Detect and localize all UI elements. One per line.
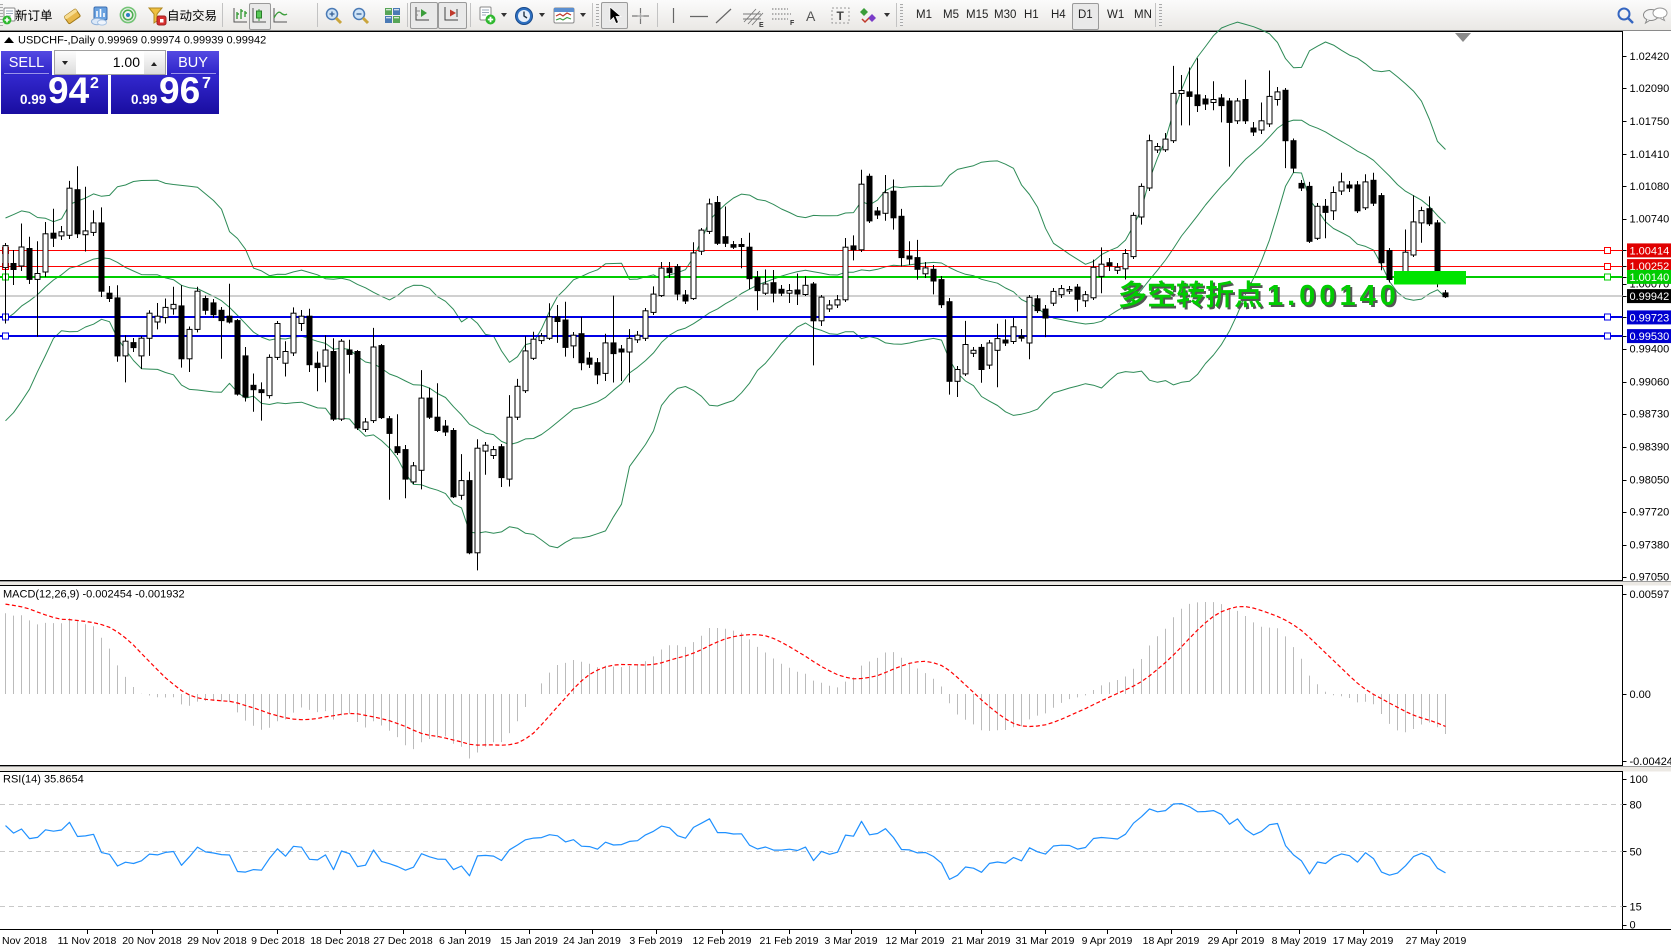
- svg-text:0.99060: 0.99060: [1630, 377, 1670, 389]
- svg-text:F: F: [790, 20, 795, 27]
- svg-text:21 Feb 2019: 21 Feb 2019: [760, 935, 819, 947]
- svg-text:0.97720: 0.97720: [1630, 507, 1670, 519]
- svg-text:12 Feb 2019: 12 Feb 2019: [693, 935, 752, 947]
- svg-text:15 Jan 2019: 15 Jan 2019: [500, 935, 558, 947]
- svg-text:29 Apr 2019: 29 Apr 2019: [1208, 935, 1265, 947]
- svg-text:1.00414: 1.00414: [1630, 245, 1670, 257]
- svg-text:E: E: [759, 22, 764, 28]
- svg-text:0.97050: 0.97050: [1630, 572, 1670, 584]
- svg-text:1.00140: 1.00140: [1630, 272, 1670, 284]
- svg-text:1.01080: 1.01080: [1630, 181, 1670, 193]
- svg-text:18 Dec 2018: 18 Dec 2018: [310, 935, 370, 947]
- svg-text:MACD(12,26,9) -0.002454 -0.001: MACD(12,26,9) -0.002454 -0.001932: [3, 589, 185, 601]
- svg-text:0.99942: 0.99942: [1630, 291, 1670, 303]
- svg-text:1.01750: 1.01750: [1630, 116, 1670, 128]
- svg-text:0: 0: [1630, 920, 1636, 932]
- svg-text:6 Jan 2019: 6 Jan 2019: [439, 935, 491, 947]
- svg-text:1.00140: 1.00140: [1269, 282, 1402, 314]
- svg-text:1.02420: 1.02420: [1630, 51, 1670, 63]
- svg-text:8 May 2019: 8 May 2019: [1272, 935, 1327, 947]
- svg-text:RSI(14) 35.8654: RSI(14) 35.8654: [3, 774, 84, 786]
- svg-text:0.97380: 0.97380: [1630, 540, 1670, 552]
- svg-text:17 May 2019: 17 May 2019: [1333, 935, 1394, 947]
- svg-text:9 Apr 2019: 9 Apr 2019: [1082, 935, 1133, 947]
- svg-text:0.00: 0.00: [1630, 689, 1651, 701]
- svg-text:1.00140: 1.00140: [1267, 280, 1400, 312]
- svg-text:12 Mar 2019: 12 Mar 2019: [886, 935, 945, 947]
- svg-text:11 Nov 2018: 11 Nov 2018: [58, 935, 117, 947]
- svg-text:0.00597: 0.00597: [1630, 589, 1670, 601]
- svg-text:18 Apr 2019: 18 Apr 2019: [1143, 935, 1200, 947]
- svg-text:29 Nov 2018: 29 Nov 2018: [187, 935, 247, 947]
- svg-text:100: 100: [1630, 774, 1648, 786]
- svg-text:-0.004243: -0.004243: [1630, 756, 1671, 768]
- svg-text:9 Dec 2018: 9 Dec 2018: [251, 935, 305, 947]
- svg-text:27 Dec 2018: 27 Dec 2018: [373, 935, 433, 947]
- svg-text:0.99530: 0.99530: [1630, 331, 1670, 343]
- svg-text:20 Nov 2018: 20 Nov 2018: [122, 935, 182, 947]
- svg-text:3 Feb 2019: 3 Feb 2019: [629, 935, 682, 947]
- svg-text:0.99723: 0.99723: [1630, 312, 1670, 324]
- svg-text:1.02090: 1.02090: [1630, 83, 1670, 95]
- svg-text:50: 50: [1630, 846, 1642, 858]
- svg-text:15: 15: [1630, 901, 1642, 913]
- svg-text:31 Mar 2019: 31 Mar 2019: [1016, 935, 1075, 947]
- svg-text:T: T: [837, 9, 845, 23]
- svg-text:0.98050: 0.98050: [1630, 475, 1670, 487]
- svg-text:1.00740: 1.00740: [1630, 214, 1670, 226]
- svg-text:0.98390: 0.98390: [1630, 442, 1670, 454]
- svg-text:21 Mar 2019: 21 Mar 2019: [952, 935, 1011, 947]
- svg-text:0.98730: 0.98730: [1630, 409, 1670, 421]
- svg-text:Nov 2018: Nov 2018: [2, 935, 47, 947]
- svg-text:27 May 2019: 27 May 2019: [1406, 935, 1467, 947]
- svg-text:24 Jan 2019: 24 Jan 2019: [563, 935, 621, 947]
- svg-text:3 Mar 2019: 3 Mar 2019: [824, 935, 877, 947]
- svg-text:USDCHF-,Daily 0.99969 0.99974: USDCHF-,Daily 0.99969 0.99974 0.99939 0.…: [18, 35, 266, 47]
- svg-text:1.01410: 1.01410: [1630, 149, 1670, 161]
- svg-text:0.99400: 0.99400: [1630, 344, 1670, 356]
- svg-text:80: 80: [1630, 799, 1642, 811]
